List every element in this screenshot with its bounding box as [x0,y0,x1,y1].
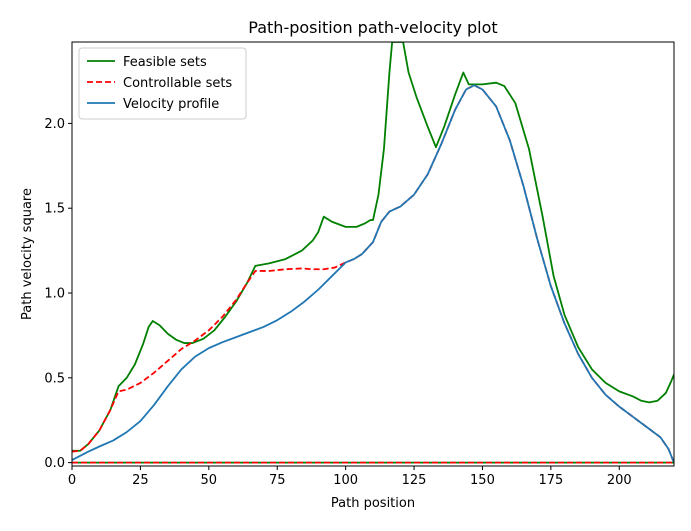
legend-box [78,47,247,120]
chart-title: Path-position path-velocity plot [248,18,497,37]
series-line-feasible-sets [72,42,674,452]
y-tick-label: 1.5 [44,202,65,217]
y-tick-label: 0.0 [44,456,65,471]
x-tick-label: 25 [132,473,149,488]
x-tick-label: 0 [68,473,76,488]
y-tick-label: 2.0 [44,117,65,132]
x-tick-label: 200 [607,473,632,488]
plot-frame [71,41,675,467]
x-tick-label: 75 [269,473,286,488]
legend: Feasible sets Controllable sets Velocity p… [78,47,247,120]
x-tick-label: 150 [470,473,495,488]
x-axis-label: Path position [331,496,415,511]
series-line-velocity-profile [72,84,674,463]
y-tick-label: 1.0 [44,287,65,302]
axes-layer: 0 25 50 75 100 125 150 175 200 0.0 0.5 1.0 1.5 2.0 [44,41,675,488]
legend-label: Feasible sets [123,55,207,70]
legend-label: Velocity profile [123,97,219,112]
x-tick-label: 100 [333,473,358,488]
legend-label: Controllable sets [123,76,232,91]
series-layer [72,42,674,464]
x-tick-label: 175 [538,473,563,488]
y-axis-label: Path velocity square [20,188,35,320]
x-tick-label: 50 [201,473,218,488]
y-tick-label: 0.5 [44,371,65,386]
x-tick-label: 125 [402,473,427,488]
